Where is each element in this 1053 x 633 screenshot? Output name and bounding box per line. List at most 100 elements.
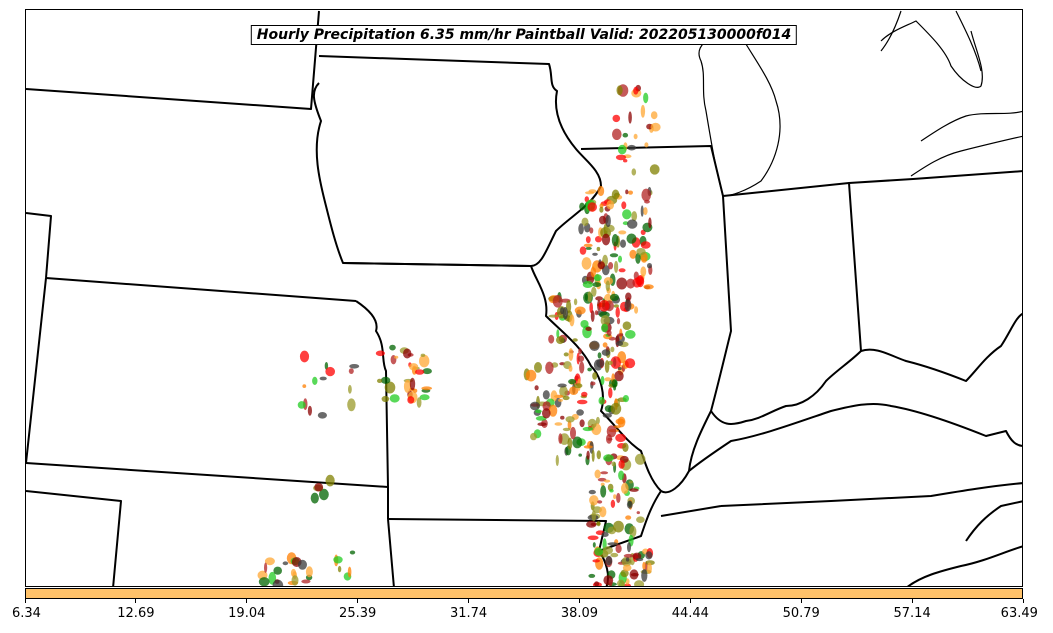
paintball-blob	[596, 521, 601, 526]
paintball-blob	[420, 353, 426, 357]
paintball-blob	[595, 236, 602, 243]
paintball-blob	[384, 381, 396, 394]
paintball-blob	[609, 253, 619, 258]
paintball-blob	[558, 398, 563, 402]
paintball-blob	[297, 401, 306, 409]
colorbar	[25, 588, 1023, 599]
paintball-blob	[621, 201, 627, 210]
paintball-blob	[314, 482, 324, 492]
paintball-blob	[586, 450, 590, 460]
state-line-mo	[342, 262, 662, 552]
paintball-blob	[572, 338, 578, 342]
paintball-blob	[603, 479, 611, 483]
map-canvas	[26, 10, 1022, 586]
paintball-blob	[389, 344, 396, 351]
paintball-blob	[631, 211, 638, 222]
paintball-blob	[407, 396, 415, 404]
paintball-blob	[597, 500, 603, 504]
paintball-blob	[604, 360, 610, 373]
paintball-blob	[613, 494, 617, 499]
paintball-blob	[609, 489, 614, 493]
paintball-blob	[623, 583, 632, 586]
paintball-blob	[548, 404, 558, 417]
paintball-blob	[348, 368, 354, 374]
paintball-blob	[626, 500, 633, 509]
paintball-blob	[615, 433, 626, 443]
paintball-blob	[614, 370, 624, 382]
colorbar-tick-mark	[357, 599, 359, 603]
state-line-ok-panhandle	[26, 490, 122, 586]
paintball-blob	[563, 352, 569, 357]
paintball-blob	[589, 340, 600, 351]
paintball-blob	[578, 453, 582, 457]
paintball-blob	[264, 557, 275, 566]
paintball-blob	[647, 263, 652, 269]
paintball-blob	[646, 562, 652, 574]
paintball-blob	[618, 268, 626, 273]
paintball-blob	[590, 381, 596, 386]
paintball-blob	[421, 386, 433, 391]
paintball-blob	[617, 144, 627, 155]
paintball-blob	[615, 154, 627, 161]
paintball-blob	[601, 323, 609, 333]
paintball-blob	[650, 122, 661, 132]
paintball-blob	[641, 569, 648, 582]
paintball-blob	[307, 405, 312, 416]
paintball-blob	[600, 471, 609, 475]
paintball-blob	[587, 367, 592, 372]
paintball-blob	[595, 557, 604, 570]
paintball-blob	[620, 569, 629, 578]
paintball-blob	[347, 398, 356, 412]
paintball-blob	[613, 304, 619, 308]
paintball-blob	[581, 257, 592, 270]
paintball-blob	[611, 189, 620, 200]
map-title: Hourly Precipitation 6.35 mm/hr Paintbal…	[250, 25, 798, 45]
paintball-blob	[625, 292, 632, 301]
paintball-blob	[625, 330, 636, 339]
paintball-blob	[583, 243, 593, 248]
colorbar-tick-label: 6.34	[11, 606, 41, 621]
paintball-blob	[301, 579, 311, 584]
paintball-blob	[634, 580, 645, 586]
paintball-blob	[625, 189, 629, 195]
colorbar-tick-label: 31.74	[449, 606, 488, 621]
paintball-blob	[634, 306, 639, 314]
paintball-blob	[403, 348, 412, 359]
paintball-blob	[525, 369, 537, 382]
paintball-blob	[605, 555, 613, 566]
paintball-blob	[578, 223, 584, 235]
paintball-blob	[572, 436, 583, 449]
paintball-blob	[381, 395, 390, 403]
paintball-blob	[585, 191, 595, 195]
paintball-blob	[615, 341, 624, 346]
paintball-blob	[612, 114, 621, 123]
paintball-blob	[595, 416, 600, 425]
paintball-blob	[596, 450, 601, 460]
paintball-blob	[298, 559, 307, 570]
paintball-blob	[319, 488, 329, 501]
paintball-blob	[592, 282, 601, 288]
paintball-blob	[601, 349, 611, 356]
paintball-blob	[635, 558, 644, 562]
paintball-blob	[610, 402, 622, 415]
paintball-blob	[585, 326, 592, 331]
paintball-blob	[618, 230, 627, 235]
paintball-blob	[633, 86, 639, 95]
paintball-blob	[579, 202, 585, 211]
paintball-blob	[558, 433, 563, 444]
paintball-blob	[624, 299, 632, 312]
paintball-blob	[620, 239, 626, 248]
paintball-blob	[625, 515, 632, 520]
paintball-blob	[605, 224, 615, 233]
paintball-blob	[310, 492, 319, 504]
paintball-blob	[591, 449, 595, 462]
paintball-blob	[319, 376, 327, 381]
paintball-blob	[409, 363, 419, 371]
paintball-blob	[597, 185, 605, 197]
paintball-blob	[588, 573, 596, 578]
paintball-blob	[622, 442, 629, 452]
state-line-oh-south	[860, 312, 1022, 382]
paintball-blob	[610, 499, 616, 508]
paintball-blob	[574, 306, 586, 315]
paintball-blob	[632, 552, 642, 560]
